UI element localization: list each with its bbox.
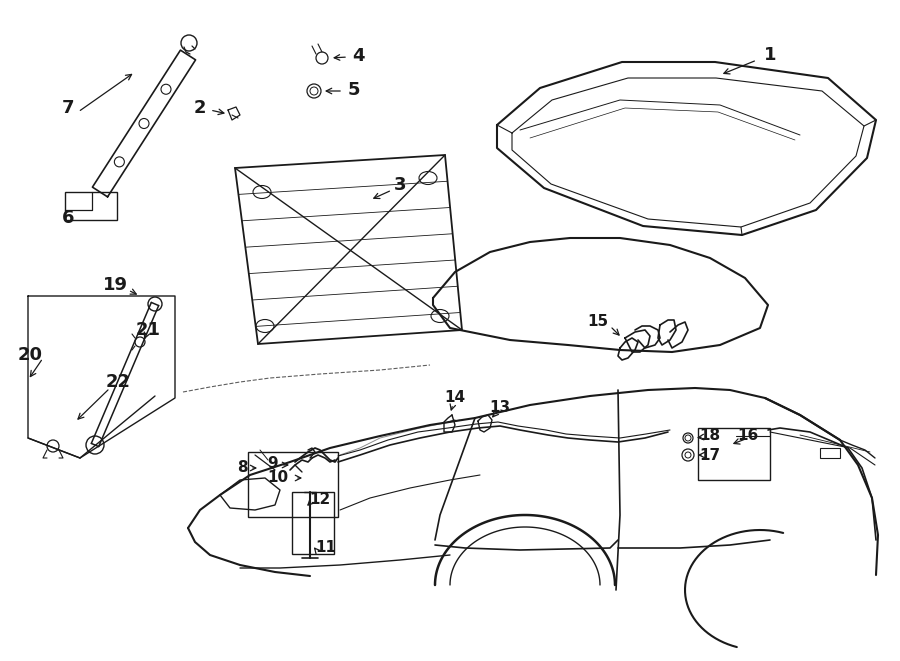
Text: 10: 10 — [267, 471, 289, 485]
Bar — [65, 192, 117, 220]
Text: 13: 13 — [490, 401, 510, 416]
Bar — [698, 428, 770, 480]
Text: 4: 4 — [352, 47, 365, 65]
Text: 14: 14 — [445, 391, 465, 405]
Bar — [292, 492, 334, 554]
Text: 1: 1 — [764, 46, 776, 64]
Text: 7: 7 — [62, 99, 74, 117]
Text: 11: 11 — [316, 541, 337, 555]
Text: 22: 22 — [105, 373, 130, 391]
Text: 17: 17 — [699, 447, 721, 463]
Text: 5: 5 — [347, 81, 360, 99]
Text: 19: 19 — [103, 276, 128, 294]
Text: 20: 20 — [17, 346, 42, 364]
Bar — [820, 448, 840, 458]
Text: 8: 8 — [237, 461, 248, 475]
Text: 12: 12 — [310, 492, 330, 508]
Text: 21: 21 — [136, 321, 160, 339]
Text: 2: 2 — [194, 99, 206, 117]
Text: 16: 16 — [737, 428, 759, 444]
Text: 3: 3 — [394, 176, 406, 194]
Text: 15: 15 — [588, 315, 608, 329]
Text: 9: 9 — [267, 457, 278, 471]
Text: 6: 6 — [62, 209, 74, 227]
Text: 18: 18 — [699, 428, 721, 444]
Bar — [248, 452, 338, 517]
